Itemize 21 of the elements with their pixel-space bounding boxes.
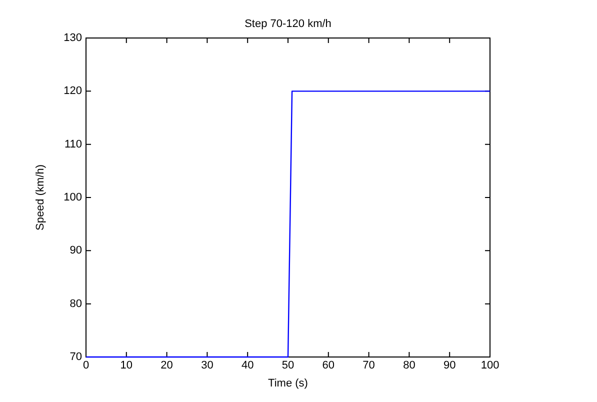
y-tick-label: 100	[64, 192, 82, 204]
chart-title: Step 70-120 km/h	[244, 18, 332, 30]
y-tick-label: 120	[64, 85, 82, 98]
x-tick-label: 90	[443, 360, 456, 372]
x-tick-label: 20	[160, 360, 173, 372]
y-tick-label: 90	[70, 244, 82, 257]
y-tick-label: 110	[64, 138, 82, 150]
y-tick-label: 80	[70, 298, 82, 310]
x-tick-label: 80	[403, 360, 416, 372]
x-axis-title: Time (s)	[268, 377, 308, 390]
x-tick-label: 40	[241, 360, 254, 372]
y-tick-label: 70	[70, 351, 82, 364]
x-tick-label: 30	[201, 360, 214, 372]
x-tick-label: 0	[82, 360, 90, 372]
x-tick-label: 70	[362, 360, 375, 372]
x-tick-label: 60	[322, 360, 335, 372]
x-tick-label: 50	[282, 360, 294, 372]
y-tick-label: 130	[64, 32, 82, 44]
y-axis-title: Speed (km/h)	[34, 164, 47, 231]
x-tick-label: 100	[480, 360, 500, 372]
x-tick-label: 10	[120, 360, 133, 372]
